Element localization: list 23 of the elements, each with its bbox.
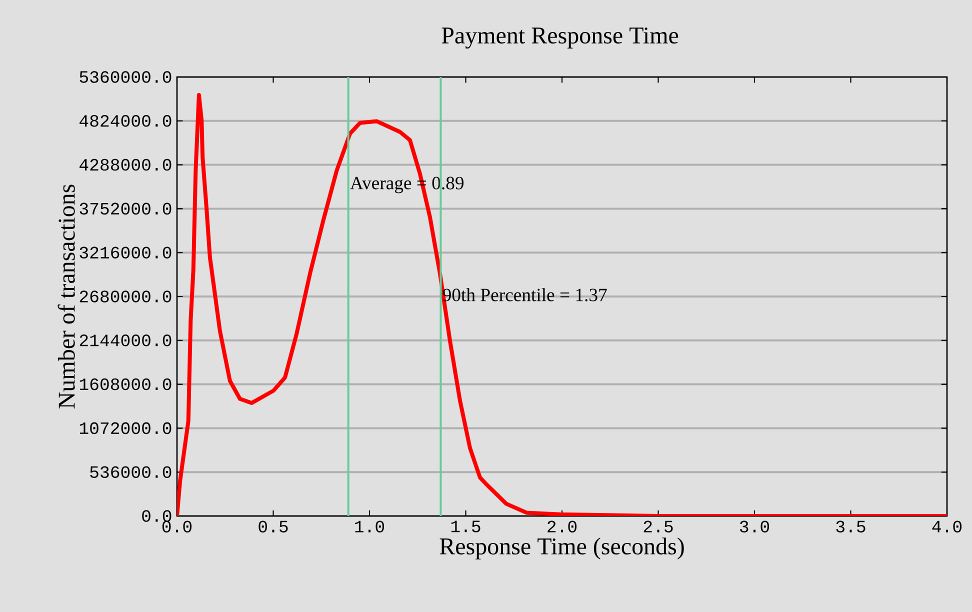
y-tick-label: 0.0 (142, 510, 172, 522)
chart-title: Payment Response Time (442, 27, 678, 49)
y-tick-label: 1608000.0 (80, 378, 172, 390)
x-tick-label: 2.5 (644, 520, 673, 532)
x-tick-label: 0.0 (162, 520, 192, 532)
y-tick-label: 5360000.0 (80, 71, 172, 83)
y-tick-label: 3216000.0 (80, 246, 172, 258)
x-tick-label: 3.0 (740, 520, 770, 532)
y-tick-label: 3752000.0 (80, 202, 172, 215)
x-tick-label: 4.0 (932, 520, 962, 532)
x-tick-label: 3.5 (836, 520, 866, 532)
y-tick-label: 536000.0 (90, 466, 172, 478)
y-tick-label: 2680000.0 (80, 290, 172, 302)
x-tick-label: 1.0 (355, 520, 384, 532)
y-tick-label: 4824000.0 (80, 115, 172, 127)
y-tick-label: 2144000.0 (80, 334, 172, 346)
x-axis-title: Response Time (seconds) (440, 538, 684, 560)
y-tick-label: 1072000.0 (80, 422, 172, 434)
x-tick-label: 1.5 (451, 520, 480, 532)
y-axis-title: Number of transactions (58, 184, 75, 408)
x-tick-label: 0.5 (258, 520, 288, 532)
y-tick-label: 4288000.0 (80, 158, 172, 171)
x-tick-label: 2.0 (548, 520, 577, 532)
